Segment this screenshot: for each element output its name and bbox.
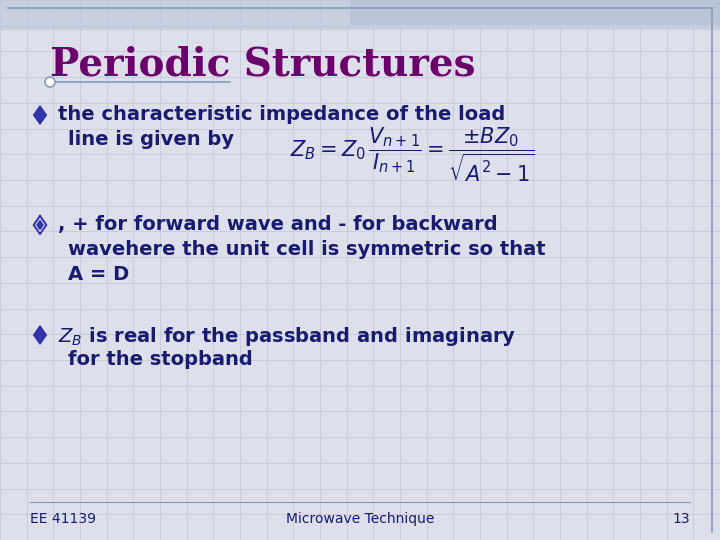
Polygon shape xyxy=(34,216,46,234)
Polygon shape xyxy=(37,220,43,230)
Circle shape xyxy=(45,77,55,87)
Text: A = D: A = D xyxy=(68,265,130,284)
Text: line is given by: line is given by xyxy=(68,130,234,149)
Text: $Z_B = Z_0\,\dfrac{V_{n+1}}{I_{n+1}} = \dfrac{\pm BZ_0}{\sqrt{A^2-1}}$: $Z_B = Z_0\,\dfrac{V_{n+1}}{I_{n+1}} = \… xyxy=(290,125,534,183)
Text: $Z_B$ is real for the passband and imaginary: $Z_B$ is real for the passband and imagi… xyxy=(58,325,516,348)
Text: Periodic Structures: Periodic Structures xyxy=(50,45,475,83)
Text: wavehere the unit cell is symmetric so that: wavehere the unit cell is symmetric so t… xyxy=(68,240,546,259)
Text: EE 41139: EE 41139 xyxy=(30,512,96,526)
Text: Microwave Technique: Microwave Technique xyxy=(286,512,434,526)
Text: the characteristic impedance of the load: the characteristic impedance of the load xyxy=(58,105,505,124)
Bar xyxy=(0,0,720,30)
Text: for the stopband: for the stopband xyxy=(68,350,253,369)
Polygon shape xyxy=(34,326,46,344)
Text: 13: 13 xyxy=(672,512,690,526)
Text: , + for forward wave and - for backward: , + for forward wave and - for backward xyxy=(58,215,498,234)
Polygon shape xyxy=(34,106,46,124)
Bar xyxy=(350,0,720,25)
